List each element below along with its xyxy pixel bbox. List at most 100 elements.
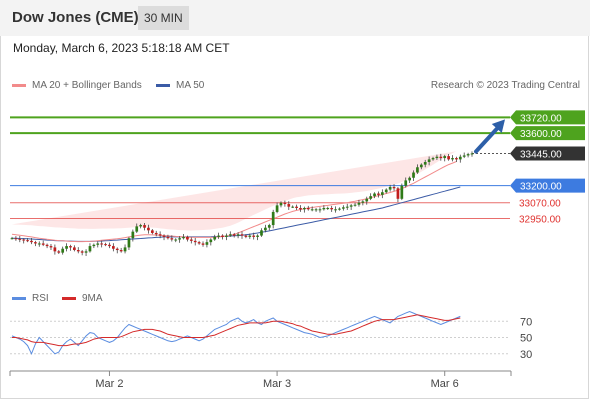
candle-body <box>244 235 248 237</box>
rsi-9ma-line <box>12 314 461 347</box>
candle-body <box>392 186 396 189</box>
candle-body <box>400 185 404 199</box>
candle-body <box>384 189 388 193</box>
candle-body <box>158 234 162 236</box>
candle-body <box>53 247 57 252</box>
candle-body <box>41 243 45 245</box>
candle-body <box>65 246 68 249</box>
rsi-tick-label: 50 <box>520 333 532 345</box>
rsi-tick-label: 30 <box>520 349 532 361</box>
candle-body <box>412 172 415 178</box>
timeframe-badge[interactable]: 30 MIN <box>138 6 189 30</box>
candle-body <box>26 240 29 242</box>
legend-ma50: MA 50 <box>156 80 204 91</box>
candle-body <box>80 251 84 253</box>
candle-body <box>357 202 361 205</box>
candle-body <box>248 235 252 237</box>
candle-body <box>100 243 104 245</box>
credit-text: Research © 2023 Trading Central <box>430 80 580 91</box>
candle-body <box>361 201 365 203</box>
candle-body <box>252 235 256 237</box>
candle-body <box>365 198 369 202</box>
x-axis-tick-label: Mar 6 <box>431 378 459 390</box>
report-datetime: Monday, March 6, 2023 5:18:18 AM CET <box>13 41 230 55</box>
candle-body <box>217 235 220 237</box>
candle-body <box>283 202 287 205</box>
level-label: 33200.00 <box>520 182 562 193</box>
candle-body <box>267 225 271 228</box>
candle-body <box>34 242 37 244</box>
candle-body <box>310 209 314 211</box>
candle-body <box>236 234 240 236</box>
ma9-swatch <box>62 296 76 300</box>
candle-body <box>123 247 127 252</box>
forecast-arrow <box>474 123 502 154</box>
candle-body <box>470 153 474 155</box>
candle-body <box>150 230 154 233</box>
candle-body <box>14 238 18 240</box>
level-tag <box>510 110 585 125</box>
candle-body <box>135 226 139 232</box>
candle-body <box>275 205 279 212</box>
candle-body <box>154 232 158 235</box>
candle-body <box>139 225 142 227</box>
candle-body <box>314 209 318 211</box>
candle-body <box>49 246 53 248</box>
candle-body <box>115 248 119 251</box>
candle-body <box>291 206 295 208</box>
candle-body <box>69 246 72 248</box>
level-label: 33445.00 <box>520 149 562 160</box>
instrument-title: Dow Jones (CME) <box>12 9 139 26</box>
candle-body <box>143 225 146 228</box>
candle-body <box>61 248 65 253</box>
candle-body <box>193 240 197 243</box>
legend-9ma: 9MA <box>62 293 103 304</box>
candle-body <box>186 236 189 240</box>
candle-body <box>45 244 49 247</box>
rsi-tick-label: 70 <box>520 316 532 328</box>
candle-body <box>57 251 61 253</box>
candle-body <box>299 207 302 210</box>
candle-body <box>303 207 306 210</box>
candle-body <box>112 246 115 249</box>
x-axis-tick-label: Mar 2 <box>95 378 123 390</box>
ma20-swatch <box>12 83 26 87</box>
candle-body <box>201 243 205 245</box>
candle-body <box>221 235 224 237</box>
candle-body <box>73 247 76 251</box>
candle-body <box>447 156 450 160</box>
candle-body <box>330 207 334 210</box>
candle-body <box>431 158 435 160</box>
candle-body <box>240 234 244 236</box>
candle-body <box>377 193 380 195</box>
candle-body <box>225 235 228 237</box>
legend-rsi-label: RSI <box>32 293 49 304</box>
rsi-swatch <box>12 296 26 300</box>
candle-body <box>22 239 26 241</box>
candle-body <box>466 154 470 156</box>
candle-body <box>404 180 408 186</box>
candle-body <box>419 164 423 168</box>
candle-body <box>423 162 427 165</box>
candle-body <box>178 238 181 240</box>
candle-body <box>279 202 283 206</box>
legend-ma20: MA 20 + Bollinger Bands <box>12 80 142 91</box>
candle-body <box>427 159 431 163</box>
candle-body <box>369 196 372 199</box>
candle-body <box>388 186 392 190</box>
candle-body <box>338 208 341 210</box>
candle-body <box>462 155 466 157</box>
chart-header: Dow Jones (CME) 30 MIN <box>0 0 590 36</box>
candle-body <box>443 156 447 159</box>
candle-body <box>84 251 88 253</box>
candle-body <box>213 236 217 240</box>
candle-body <box>182 236 185 239</box>
candle-body <box>232 234 236 236</box>
candle-body <box>166 236 170 239</box>
candle-body <box>334 209 337 211</box>
candle-body <box>380 192 384 195</box>
candle-body <box>18 238 22 240</box>
candle-body <box>287 204 291 207</box>
candle-body <box>37 243 41 245</box>
